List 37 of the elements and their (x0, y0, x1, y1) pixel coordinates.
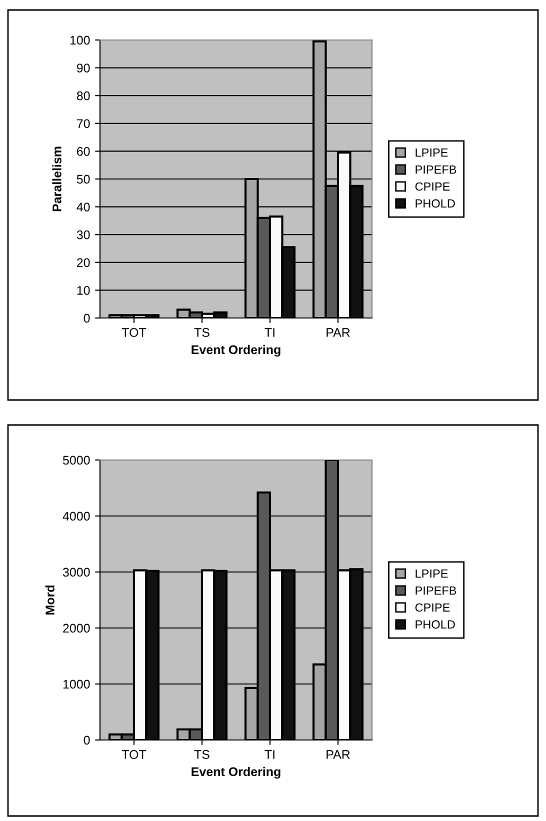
y-tick-label: 3000 (62, 568, 90, 577)
y-tick-label: 0 (84, 314, 90, 323)
x-tick-label: TI (264, 328, 274, 337)
y-axis-title: Mord (45, 586, 54, 614)
y-tick-label: 80 (76, 91, 90, 100)
x-axis-title: Event Ordering (192, 344, 280, 357)
y-tick-label: 10 (77, 286, 90, 295)
x-tick-label: PAR (326, 328, 350, 337)
x-axis-title: Event Ordering (192, 766, 280, 779)
y-tick-label: 70 (77, 119, 90, 128)
y-tick-label: 40 (76, 202, 90, 212)
legend-label: CPIPE (415, 603, 450, 612)
y-tick-label: 50 (76, 174, 90, 184)
y-axis-title: Parallelism (52, 146, 62, 212)
legend-label: PIPEFB (416, 586, 456, 595)
x-tick-label: PAR (326, 750, 350, 759)
legend-label: CPIPE (415, 182, 450, 191)
legend-label: PIPEFB (416, 165, 456, 174)
legend-label: PHOLD (416, 620, 455, 629)
x-tick-label: TOT (122, 328, 146, 337)
y-tick-label: 90 (76, 64, 90, 72)
x-tick-label: TS (194, 750, 210, 759)
x-tick-label: TOT (122, 750, 146, 759)
y-tick-label: 0 (84, 736, 90, 745)
legend-label: PHOLD (416, 199, 455, 208)
y-tick-label: 100 (70, 36, 90, 45)
y-tick-label: 5000 (62, 456, 90, 465)
legend-label: LPIPE (416, 148, 448, 157)
y-tick-label: 60 (77, 147, 90, 156)
legend-label: LPIPE (416, 570, 448, 578)
y-tick-label: 2000 (63, 624, 90, 633)
x-tick-label: TS (194, 328, 210, 337)
y-tick-label: 20 (77, 258, 90, 268)
y-tick-label: 30 (76, 230, 90, 240)
y-tick-label: 1000 (63, 680, 90, 689)
x-tick-label: TI (264, 750, 274, 759)
y-tick-label: 4000 (62, 512, 90, 521)
